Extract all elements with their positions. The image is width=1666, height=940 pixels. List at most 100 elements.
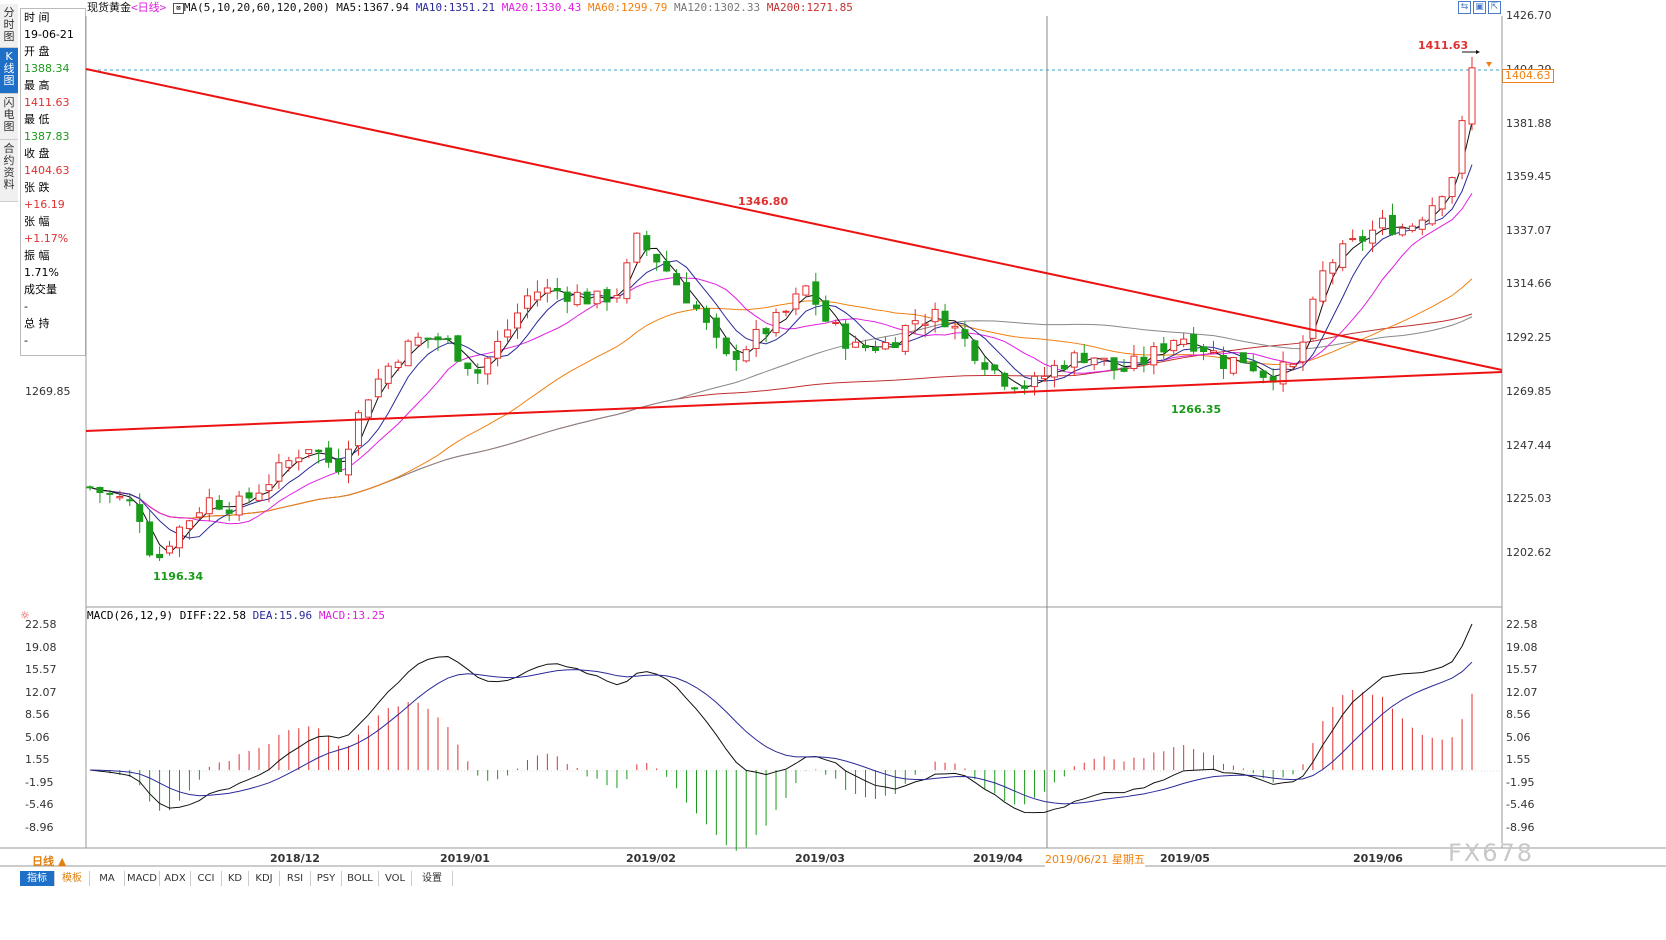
candle-body <box>1150 346 1158 366</box>
macd-axis-label: 22.58 <box>1506 618 1538 631</box>
trendline-descending[interactable] <box>85 68 1503 371</box>
candle-body <box>166 545 174 554</box>
candle-body <box>116 496 124 499</box>
info-time-label: 时 间 <box>24 11 50 24</box>
tab-contract-info[interactable]: 合约资料 <box>0 140 18 202</box>
candle-body <box>86 486 94 489</box>
price-marker-arrow-icon <box>1486 62 1492 67</box>
tab-ma[interactable]: MA <box>90 871 125 886</box>
candle-body <box>1170 339 1178 352</box>
restore-icon[interactable]: ⇆ <box>1458 1 1471 14</box>
date-label: 2019/03 <box>795 852 845 865</box>
candle-body <box>742 349 750 362</box>
current-price-tag: 1404.63 <box>1502 69 1554 83</box>
period-label[interactable]: <日线> <box>131 1 167 14</box>
candle-body <box>484 357 492 375</box>
date-label: 2018/12 <box>270 852 320 865</box>
candle-body <box>1021 385 1029 389</box>
image-icon[interactable]: ▣ <box>1473 1 1486 14</box>
macd-settings-icon[interactable]: ☼ <box>20 609 30 622</box>
candle-body <box>643 235 651 251</box>
candle-body <box>533 291 541 301</box>
candle-body <box>593 290 601 305</box>
chart-header: 现货黄金<日线> ⊠ MA(5,10,20,60,120,200) MA5:136… <box>87 0 853 16</box>
tab-vol[interactable]: VOL <box>379 871 412 886</box>
candle-body <box>315 449 323 453</box>
ma5-value: MA5:1367.94 <box>336 1 410 14</box>
candle-body <box>335 458 343 473</box>
macd-macd: MACD:13.25 <box>318 609 386 622</box>
candle-body <box>1080 352 1088 364</box>
candle-body <box>1379 217 1387 229</box>
candle-body <box>1418 219 1426 230</box>
candle-body <box>374 378 382 398</box>
candle-body <box>1229 357 1237 374</box>
macd-axis-label: 5.06 <box>1506 731 1531 744</box>
macd-params: MACD(26,12,9) <box>87 609 174 622</box>
tab-boll[interactable]: BOLL <box>342 871 379 886</box>
info-open-value: 1388.34 <box>24 62 70 75</box>
ma20-line <box>89 192 1473 525</box>
candle-body <box>832 322 840 325</box>
trendline-ascending[interactable] <box>85 371 1503 432</box>
price-axis-label: 1381.88 <box>1506 117 1552 130</box>
candle-body <box>1279 361 1287 385</box>
info-oi-value: - <box>24 334 28 347</box>
expand-icon[interactable]: ⇱ <box>1488 1 1501 14</box>
macd-diff: DIFF:22.58 <box>179 609 246 622</box>
tab-adx[interactable]: ADX <box>160 871 191 886</box>
ma5-line <box>89 121 1473 554</box>
kline-chart[interactable] <box>0 0 1666 870</box>
candle-body <box>1040 375 1048 380</box>
candle-body <box>1319 270 1327 302</box>
candle-body <box>504 329 512 338</box>
candle-body <box>603 289 611 303</box>
macd-axis-label: 12.07 <box>1506 686 1538 699</box>
tab-psy[interactable]: PSY <box>311 871 342 886</box>
macd-axis-label: -5.46 <box>1506 798 1535 811</box>
tab-flash[interactable]: 闪电图 <box>0 94 18 140</box>
candle-body <box>295 457 303 463</box>
annotation-low-dec: 1196.34 <box>153 570 204 583</box>
candle-body <box>96 487 104 494</box>
price-axis-label: 1225.03 <box>1506 492 1552 505</box>
tab-indicator[interactable]: 指标 <box>20 871 55 886</box>
info-close-value: 1404.63 <box>24 164 70 177</box>
candle-body <box>941 310 949 328</box>
candle-body <box>1289 363 1297 368</box>
candle-body <box>1428 205 1436 225</box>
candle-body <box>842 323 850 349</box>
tab-timeshare[interactable]: 分时图 <box>0 4 18 48</box>
tab-kdj[interactable]: KDJ <box>249 871 280 886</box>
candle-body <box>961 329 969 339</box>
annotation-high-feb: 1346.80 <box>738 195 789 208</box>
tab-kline[interactable]: K线图 <box>0 48 18 94</box>
candle-body <box>1458 120 1466 174</box>
tab-settings[interactable]: 设置 <box>412 871 453 886</box>
candle-body <box>255 492 263 501</box>
tab-cci[interactable]: CCI <box>191 871 222 886</box>
tab-template[interactable]: 模板 <box>55 871 90 886</box>
candle-body <box>1388 214 1396 235</box>
tab-kd[interactable]: KD <box>222 871 249 886</box>
ma120-value: MA120:1302.33 <box>674 1 761 14</box>
candle-body <box>862 345 870 349</box>
candle-body <box>802 285 810 296</box>
price-axis-label: 1426.70 <box>1506 9 1552 22</box>
candle-body <box>305 449 313 455</box>
candle-body <box>663 260 671 272</box>
period-selector[interactable]: 日线 ▲ <box>32 855 67 868</box>
candle-body <box>245 492 253 499</box>
ma-toggle-icon[interactable]: ⊠ <box>172 2 184 14</box>
candle-body <box>623 262 631 300</box>
tab-rsi[interactable]: RSI <box>280 871 311 886</box>
tab-macd[interactable]: MACD <box>125 871 160 886</box>
candle-body <box>404 340 412 367</box>
candle-body <box>1398 227 1406 236</box>
candle-body <box>812 281 820 305</box>
candle-body <box>712 317 720 338</box>
candle-body <box>1050 364 1058 378</box>
candle-body <box>384 365 392 384</box>
date-label: 2019/02 <box>626 852 676 865</box>
candle-body <box>1329 262 1337 274</box>
